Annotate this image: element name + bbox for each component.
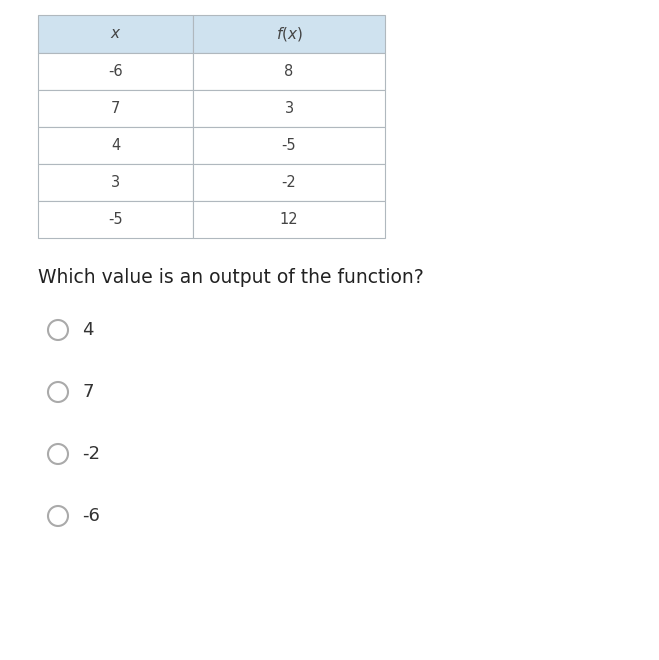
Text: 4: 4 <box>82 321 94 339</box>
Bar <box>38 53 193 90</box>
Circle shape <box>48 444 68 464</box>
Circle shape <box>48 506 68 526</box>
Text: -6: -6 <box>82 507 100 525</box>
Text: 8: 8 <box>285 64 294 79</box>
Text: $\mathit{f}$($\mathit{x}$): $\mathit{f}$($\mathit{x}$) <box>275 25 302 43</box>
Text: -2: -2 <box>82 445 100 463</box>
Bar <box>193 164 385 201</box>
Text: 3: 3 <box>285 101 293 116</box>
Text: Which value is an output of the function?: Which value is an output of the function… <box>38 268 424 287</box>
Bar <box>193 53 385 90</box>
Text: 3: 3 <box>111 175 120 190</box>
Text: 12: 12 <box>279 212 299 227</box>
Bar <box>38 15 193 53</box>
Circle shape <box>48 320 68 340</box>
Bar <box>193 127 385 164</box>
Bar <box>193 90 385 127</box>
Bar <box>193 201 385 238</box>
Bar <box>38 164 193 201</box>
Text: $\mathit{x}$: $\mathit{x}$ <box>110 26 121 42</box>
Text: 7: 7 <box>111 101 120 116</box>
Circle shape <box>48 382 68 402</box>
Bar <box>193 15 385 53</box>
Text: 4: 4 <box>111 138 120 153</box>
Text: 7: 7 <box>82 383 94 401</box>
Text: -5: -5 <box>281 138 297 153</box>
Bar <box>38 201 193 238</box>
Text: -2: -2 <box>281 175 297 190</box>
Bar <box>38 127 193 164</box>
Text: -6: -6 <box>108 64 123 79</box>
Bar <box>38 90 193 127</box>
Text: -5: -5 <box>108 212 123 227</box>
